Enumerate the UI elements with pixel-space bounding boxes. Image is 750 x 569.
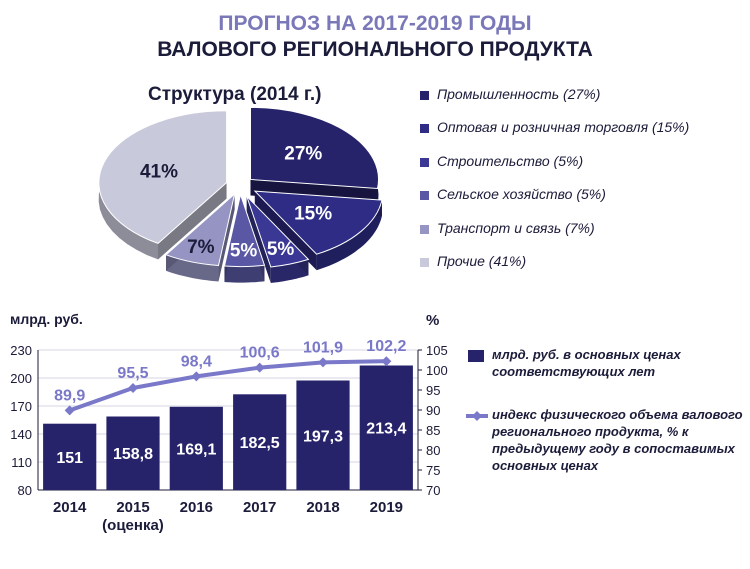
pie-legend-label: Строительство (5%) [437,152,584,169]
pie-slice [246,195,310,268]
y-left-tick-label: 140 [10,427,32,442]
y-right-tick-label: 105 [426,343,448,358]
legend-swatch [420,124,429,134]
y-right-tick-label: 95 [426,383,440,398]
bar [359,365,413,490]
legend-swatch [420,224,429,234]
pie-legend-label: Промышленность (27%) [437,86,601,102]
line-point [318,357,328,368]
pie-slice-label: 27% [284,143,322,164]
bar-legend-swatch [468,350,484,362]
title-line-2: ВАЛОВОГО РЕГИОНАЛЬНОГО ПРОДУКТА [157,38,593,61]
line-value-label: 101,9 [303,339,343,356]
y-right-tick-label: 70 [426,483,440,498]
bar-value-label: 197,3 [303,428,343,445]
line-value-label: 98,4 [181,353,212,370]
y-right-tick-label: 90 [426,403,440,418]
bar-value-label: 169,1 [176,441,216,458]
bar [296,380,350,490]
pie-chart-title: Структура (2014 г.) [148,84,322,105]
pie-slice-label: 7% [187,237,215,258]
legend-swatch [420,257,429,267]
line-value-label: 89,9 [54,387,85,404]
bar [43,423,97,490]
legend-swatch [420,191,429,201]
pie-legend-label: Прочие (41%) [437,252,527,269]
y-right-tick-label: 80 [426,443,440,458]
line-point [64,405,75,416]
bar [169,406,223,490]
bar-value-label: 158,8 [113,446,153,463]
pie-slice-label: 15% [294,203,332,224]
pie-slice [253,190,383,255]
title-line-1: ПРОГНОЗ НА 2017-2019 ГОДЫ [218,12,532,35]
x-tick-label: 2016 [180,499,213,516]
right-axis-unit: % [426,312,440,329]
bar [233,394,287,490]
line-legend-marker [472,411,482,421]
y-left-tick-label: 80 [18,483,32,498]
pie-legend-label: Транспорт и связь (7%) [437,219,595,236]
x-tick-sublabel: (оценка) [102,517,164,534]
bar-legend-label: млрд. руб. в основных ценах соответствую… [492,347,681,379]
legend-swatch [420,91,429,100]
left-axis-unit: млрд. руб. [10,311,83,327]
x-tick-label: 2018 [306,499,339,516]
x-tick-label: 2014 [53,499,87,516]
legend-swatch [420,157,429,167]
pie-legend-label: Сельское хозяйство (5%) [437,186,606,203]
line-point [254,362,265,373]
line-value-label: 102,2 [366,338,406,355]
pie-slice-label: 5% [267,239,295,260]
x-tick-label: 2017 [243,499,276,516]
pie-slice [249,106,380,190]
pie-legend-label: Оптовая и розничная торговля (15%) [437,119,690,136]
line-value-label: 95,5 [117,365,148,382]
bar-value-label: 182,5 [240,435,280,452]
x-tick-label: 2015 [116,499,149,516]
line-point [191,371,202,382]
line-series [69,359,387,413]
line-point [381,356,392,367]
bar [106,416,160,490]
y-left-tick-label: 110 [11,455,32,470]
y-left-tick-label: 200 [10,371,32,386]
y-right-tick-label: 85 [426,423,440,438]
line-value-label: 100,6 [240,345,280,362]
pie-slice-label: 5% [230,241,258,262]
y-left-tick-label: 230 [10,343,32,358]
pie-slice [165,192,236,267]
y-left-tick-label: 170 [10,399,32,414]
line-legend-label: индекс физического объема валового регио… [492,407,743,473]
y-right-tick-label: 100 [426,363,448,378]
line-point [128,383,138,393]
bar-value-label: 213,4 [366,421,406,438]
pie-slice [98,110,228,244]
bar-value-label: 151 [56,450,83,467]
pie-slice-label: 41% [140,162,178,183]
pie-slice [223,192,266,268]
x-tick-label: 2019 [370,499,403,516]
y-right-tick-label: 75 [426,463,440,478]
